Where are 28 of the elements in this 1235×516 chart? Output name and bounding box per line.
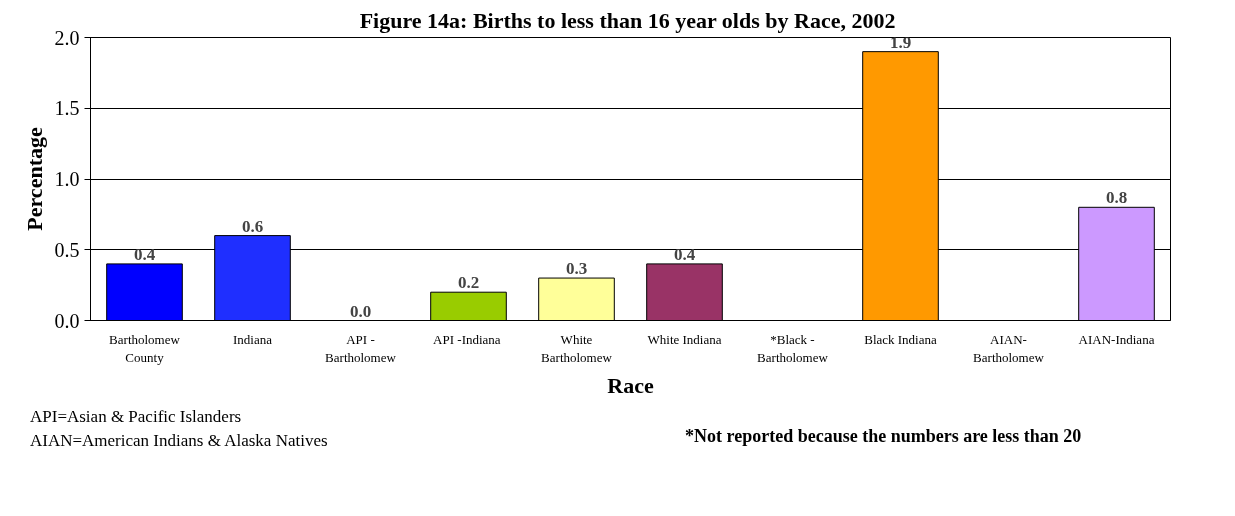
x-tick-label: AIAN-Indiana bbox=[1078, 331, 1155, 347]
data-label: 0.6 bbox=[241, 216, 264, 236]
data-label: 0.4 bbox=[133, 244, 156, 264]
x-tick-label: Indiana bbox=[233, 331, 273, 347]
x-axis-title: Race bbox=[607, 372, 654, 398]
data-label: 0.8 bbox=[1105, 188, 1128, 208]
y-tick-label: 1.5 bbox=[54, 97, 80, 120]
text: AIAN=American Indians & Alaska Natives bbox=[30, 430, 328, 450]
x-tick-label: White Bartholomew bbox=[541, 331, 613, 365]
data-label: 0.3 bbox=[565, 259, 588, 279]
data-label: 0.0 bbox=[349, 301, 372, 321]
x-tick-label: API -Indiana bbox=[433, 331, 501, 347]
x-tick-label: White Indiana bbox=[647, 331, 722, 347]
x-tick-label: *Black - Bartholomew bbox=[757, 331, 829, 365]
y-tick-label: 0.0 bbox=[54, 309, 80, 332]
data-label: 0.2 bbox=[457, 273, 480, 293]
x-tick-label: Bartholomew County bbox=[109, 331, 181, 365]
chart-title: Figure 14a: Births to less than 16 year olds by Race, 2002 bbox=[359, 7, 896, 33]
text: API=Asian & Pacific Islanders bbox=[30, 407, 242, 426]
text: *Not reported because the numbers are less than 20 bbox=[685, 425, 1082, 448]
y-tick-label: 2.0 bbox=[54, 26, 80, 49]
y-tick-label: 1.0 bbox=[54, 168, 80, 190]
x-tick-label: API - Bartholomew bbox=[325, 331, 397, 365]
y-axis-title: Percentage bbox=[21, 127, 47, 231]
x-tick-label: Black Indiana bbox=[864, 331, 938, 347]
data-label: 0.4 bbox=[673, 244, 696, 264]
x-tick-label: AIAN- Bartholomew bbox=[973, 331, 1045, 365]
y-tick-label: 0.5 bbox=[54, 238, 80, 261]
